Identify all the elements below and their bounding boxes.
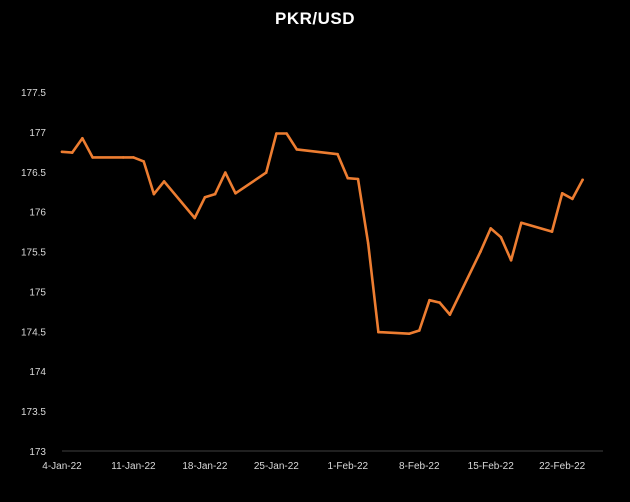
data-point bbox=[571, 197, 574, 201]
x-tick-label: 25-Jan-22 bbox=[254, 461, 299, 472]
y-tick-label: 176.5 bbox=[21, 168, 46, 179]
data-point bbox=[81, 137, 84, 140]
x-tick-label: 18-Jan-22 bbox=[182, 461, 227, 472]
x-axis-tick-labels: 4-Jan-22 11-Jan-22 18-Jan-22 25-Jan-22 1-Feb… bbox=[42, 461, 585, 472]
y-tick-label: 176 bbox=[29, 208, 46, 219]
data-point bbox=[581, 178, 584, 182]
data-point bbox=[162, 180, 166, 183]
data-point bbox=[91, 156, 94, 159]
y-tick-label: 177.5 bbox=[21, 88, 46, 99]
data-point bbox=[264, 171, 268, 174]
data-point bbox=[509, 259, 513, 262]
data-point bbox=[121, 156, 125, 159]
y-tick-label: 175.5 bbox=[21, 248, 46, 259]
data-point bbox=[499, 235, 503, 239]
data-point bbox=[142, 160, 145, 163]
x-tick-label: 8-Feb-22 bbox=[399, 461, 440, 472]
data-point bbox=[407, 332, 411, 336]
chart-title: PKR/USD bbox=[274, 9, 355, 28]
y-axis-tick-labels: 173 173.5 174 174.5 175 175.5 176 176.5 177 177.5 bbox=[21, 88, 46, 458]
y-tick-label: 173 bbox=[29, 447, 46, 458]
data-point bbox=[295, 148, 299, 151]
data-point bbox=[203, 196, 207, 199]
x-tick-label: 1-Feb-22 bbox=[328, 461, 369, 472]
data-point bbox=[366, 242, 370, 245]
x-tick-label: 11-Jan-22 bbox=[111, 461, 156, 472]
data-point bbox=[356, 177, 360, 181]
y-tick-label: 173.5 bbox=[21, 407, 46, 418]
data-point bbox=[285, 132, 288, 135]
y-tick-label: 177 bbox=[29, 128, 46, 139]
series-layer bbox=[60, 132, 584, 336]
data-point bbox=[520, 221, 523, 225]
data-point bbox=[213, 192, 217, 196]
data-point bbox=[377, 330, 380, 334]
data-point bbox=[438, 301, 442, 304]
x-tick-label: 15-Feb-22 bbox=[468, 461, 515, 472]
y-tick-label: 175 bbox=[29, 287, 46, 298]
data-point bbox=[224, 171, 227, 174]
data-point bbox=[479, 250, 482, 253]
data-point bbox=[428, 298, 431, 302]
data-point bbox=[336, 152, 339, 156]
data-point bbox=[70, 151, 74, 154]
data-point bbox=[560, 192, 564, 195]
data-point bbox=[152, 192, 156, 196]
data-point bbox=[275, 132, 278, 135]
x-tick-label: 22-Feb-22 bbox=[539, 461, 586, 472]
y-tick-label: 174 bbox=[29, 367, 46, 378]
data-point bbox=[60, 150, 64, 154]
data-point bbox=[489, 227, 493, 230]
data-point bbox=[234, 192, 237, 195]
x-tick-label: 4-Jan-22 bbox=[42, 461, 82, 472]
data-point bbox=[132, 156, 135, 159]
data-point bbox=[346, 176, 350, 180]
data-point bbox=[550, 230, 554, 233]
series-line bbox=[60, 132, 584, 336]
data-point bbox=[193, 216, 196, 220]
data-point bbox=[448, 313, 452, 316]
y-tick-label: 174.5 bbox=[21, 327, 46, 338]
data-point bbox=[418, 329, 421, 332]
